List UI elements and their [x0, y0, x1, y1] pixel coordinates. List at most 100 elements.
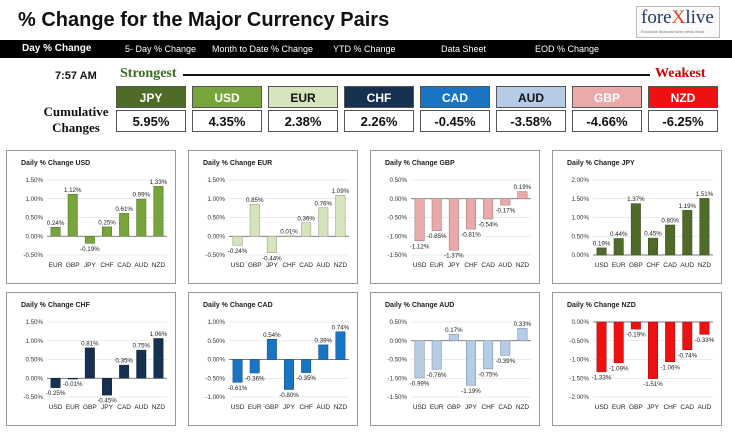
data-label: 1.37% [627, 196, 645, 203]
data-label: -0.44% [262, 255, 282, 262]
x-tick-label: JPY [465, 404, 478, 411]
y-tick-label: -1.50% [387, 394, 407, 401]
x-tick-label: USD [231, 404, 245, 411]
y-tick-label: -0.50% [205, 375, 225, 382]
y-tick-label: 0.00% [25, 375, 43, 382]
data-label: 1.09% [332, 188, 350, 195]
data-label: 0.54% [263, 332, 281, 339]
bar-usd [414, 340, 425, 379]
bar-chf [648, 237, 658, 256]
bar-jpy [648, 321, 658, 379]
y-tick-label: -2.00% [569, 394, 589, 401]
y-tick-label: -0.50% [569, 338, 589, 345]
chart-title: Daily % Change AUD [385, 302, 454, 309]
x-tick-label: USD [413, 262, 427, 269]
bar-aud [699, 321, 710, 335]
y-tick-label: 1.50% [25, 177, 43, 184]
bar-eur [50, 227, 61, 237]
tab-ytd-change[interactable]: YTD % Change [333, 44, 396, 54]
chart-nzd: Daily % Change NZD 0.00% -0.50% -1.00% -1.50… [552, 292, 722, 426]
rank-value-nzd: -6.25% [648, 110, 718, 132]
x-tick-label: NZD [334, 404, 348, 411]
chart-aud-svg: Daily % Change AUD 0.50% 0.00% -0.50% -1.00%… [385, 302, 532, 411]
x-tick-label: CAD [680, 404, 694, 411]
data-label: -1.37% [444, 253, 464, 260]
tab-month-to-date[interactable]: Month to Date % Change [212, 44, 314, 54]
bar-gbp [266, 339, 277, 360]
bar-chf [301, 359, 312, 373]
data-label: 0.44% [610, 231, 628, 238]
bar-jpy [284, 359, 294, 390]
cumulative-changes-label: Cumulative Changes [40, 104, 112, 136]
y-tick-label: 0.50% [25, 215, 43, 222]
chart-title: Daily % Change EUR [203, 160, 272, 167]
chart-eur-svg: Daily % Change EUR 1.50% 1.00% 0.50% 0.00% -0… [203, 160, 350, 269]
rank-value-chf: 2.26% [344, 110, 414, 132]
y-tick-label: -1.50% [387, 252, 407, 259]
bar-jpy [84, 236, 95, 244]
y-tick-label: -0.50% [23, 252, 43, 259]
bar-eur [613, 238, 624, 256]
data-label: -0.76% [427, 372, 447, 379]
x-tick-label: USD [595, 262, 609, 269]
rank-value-aud: -3.58% [496, 110, 566, 132]
bar-jpy [466, 340, 476, 386]
data-label: 1.33% [150, 179, 168, 186]
data-label: 0.45% [644, 231, 662, 238]
y-tick-label: 0.50% [571, 233, 589, 240]
chart-gbp-svg: Daily % Change GBP 0.50% 0.00% -0.50% -1.00%… [385, 160, 532, 269]
chart-eur: Daily % Change EUR 1.50% 1.00% 0.50% 0.00% -0… [188, 150, 358, 284]
tab-5day-change[interactable]: 5- Day % Change [125, 44, 197, 54]
x-tick-label: AUD [134, 262, 148, 269]
data-label: -0.17% [495, 208, 515, 215]
rank-value-cad: -0.45% [420, 110, 490, 132]
y-tick-label: 0.00% [389, 196, 407, 203]
data-label: 0.24% [47, 220, 65, 227]
bar-aud [136, 349, 147, 379]
x-tick-label: JPY [266, 262, 279, 269]
x-tick-label: EUR [612, 262, 626, 269]
bar-jpy [448, 198, 459, 251]
tab-data-sheet[interactable]: Data Sheet [441, 44, 487, 54]
x-tick-label: CHF [464, 262, 477, 269]
chart-title: Daily % Change NZD [567, 302, 636, 309]
y-tick-label: -1.00% [569, 357, 589, 364]
x-tick-label: NZD [152, 404, 166, 411]
bar-nzd [517, 328, 528, 341]
bar-gbp [84, 347, 95, 379]
chart-title: Daily % Change CHF [21, 302, 91, 309]
bar-eur [431, 198, 442, 231]
rank-currency-nzd: NZD [648, 86, 718, 108]
x-tick-label: GBP [629, 404, 643, 411]
bar-gbp [630, 203, 641, 256]
x-tick-label: CHF [282, 262, 295, 269]
bar-jpy [266, 236, 277, 253]
y-tick-label: 1.50% [207, 177, 225, 184]
x-tick-label: NZD [516, 262, 530, 269]
data-label: -0.39% [495, 358, 515, 365]
data-label: 0.74% [332, 324, 350, 331]
bar-usd [232, 359, 243, 383]
x-tick-label: GBP [83, 404, 97, 411]
tab-day-change[interactable]: Day % Change [22, 43, 92, 54]
bar-jpy [102, 378, 112, 396]
data-label: -1.19% [461, 388, 481, 395]
data-label: -1.51% [643, 381, 663, 388]
chart-title: Daily % Change CAD [203, 302, 273, 309]
bar-gbp [448, 334, 459, 341]
data-label: -0.45% [97, 398, 117, 405]
x-tick-label: JPY [84, 262, 97, 269]
tab-eod-change[interactable]: EOD % Change [535, 44, 600, 54]
rank-currency-chf: CHF [344, 86, 414, 108]
rank-currency-jpy: JPY [116, 86, 186, 108]
rank-value-usd: 4.35% [192, 110, 262, 132]
y-tick-label: 0.00% [207, 357, 225, 364]
data-label: 0.99% [133, 192, 151, 199]
bar-eur [249, 359, 260, 374]
bar-eur [67, 378, 78, 380]
forexlive-logo[interactable]: foreXlive Exclusive financial forex news… [636, 6, 720, 38]
bar-cad [119, 213, 130, 237]
y-tick-label: -1.50% [569, 375, 589, 382]
data-label: -0.54% [478, 222, 498, 229]
bar-chf [665, 321, 676, 362]
